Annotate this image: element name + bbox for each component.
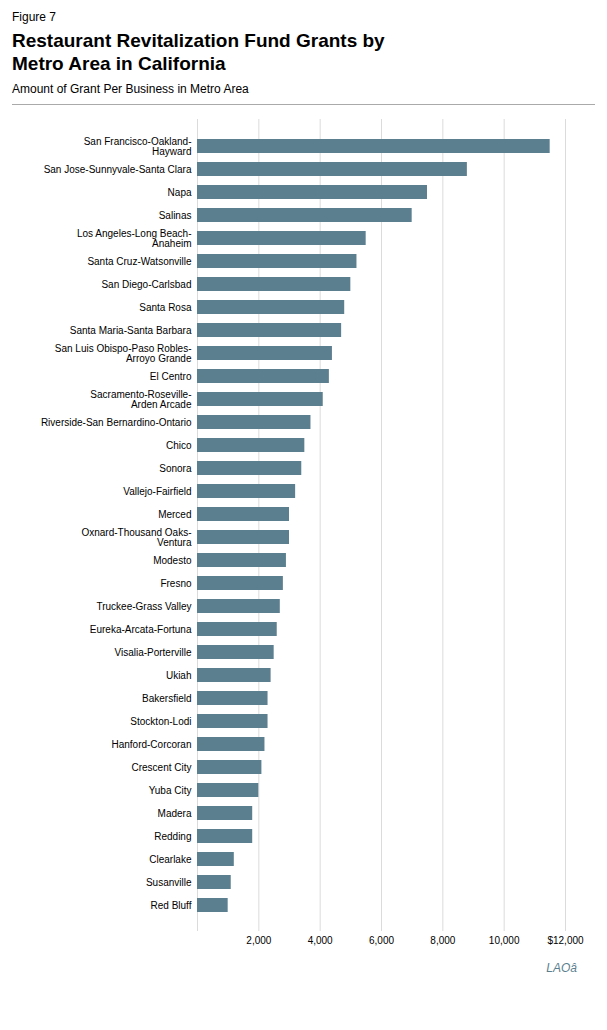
svg-text:Sonora: Sonora [159,462,192,473]
svg-text:8,000: 8,000 [430,934,455,945]
svg-text:Napa: Napa [168,186,192,197]
svg-text:Ukiah: Ukiah [166,669,192,680]
svg-text:2,000: 2,000 [246,934,271,945]
html-text:Restaurant Revitalization Fund: Restaurant Revitalization Fund Grants by… [12,30,385,74]
svg-text:Merced: Merced [158,508,191,519]
svg-text:Chico: Chico [166,439,192,450]
html-text:LAOâ: LAOâ [546,960,577,975]
svg-text:Redding: Redding [154,830,191,841]
svg-text:Eureka-Arcata-Fortuna: Eureka-Arcata-Fortuna [90,623,192,634]
svg-text:Santa Cruz-Watsonville: Santa Cruz-Watsonville [87,255,192,266]
svg-text:Bakersfield: Bakersfield [142,692,191,703]
svg-text:6,000: 6,000 [369,934,394,945]
svg-text:$12,000: $12,000 [547,934,584,945]
svg-text:Salinas: Salinas [159,209,192,220]
svg-text:Santa Maria-Santa Barbara: Santa Maria-Santa Barbara [70,324,192,335]
svg-text:Riverside-San Bernardino-Ontar: Riverside-San Bernardino-Ontario [41,416,192,427]
svg-text:Red Bluff: Red Bluff [151,899,192,910]
svg-text:San Diego-Carlsbad: San Diego-Carlsbad [101,278,191,289]
svg-text:El Centro: El Centro [150,370,192,381]
svg-text:San Jose-Sunnyvale-Santa Clara: San Jose-Sunnyvale-Santa Clara [44,163,192,174]
html-text:Figure 7: Figure 7 [12,10,56,24]
svg-text:Visalia-Porterville: Visalia-Porterville [114,646,192,657]
svg-text:Susanville: Susanville [146,876,192,887]
svg-text:Vallejo-Fairfield: Vallejo-Fairfield [123,485,191,496]
svg-text:Los Angeles-Long Beach-Anaheim: Los Angeles-Long Beach-Anaheim [77,227,192,248]
svg-text:San Francisco-Oakland-Hayward: San Francisco-Oakland-Hayward [84,135,192,156]
svg-text:Crescent City: Crescent City [131,761,191,772]
svg-text:Fresno: Fresno [160,577,192,588]
html-text:Amount of Grant Per Business i: Amount of Grant Per Business in Metro Ar… [12,81,249,96]
svg-text:10,000: 10,000 [489,934,520,945]
svg-text:Santa Rosa: Santa Rosa [139,301,192,312]
svg-text:4,000: 4,000 [308,934,333,945]
svg-text:Hanford-Corcoran: Hanford-Corcoran [111,738,191,749]
svg-text:Yuba City: Yuba City [149,784,192,795]
svg-text:Clearlake: Clearlake [149,853,192,864]
svg-text:Sacramento-Roseville-Arden Arc: Sacramento-Roseville-Arden Arcade [90,388,192,409]
svg-text:Oxnard-Thousand Oaks-Ventura: Oxnard-Thousand Oaks-Ventura [81,526,191,547]
svg-text:Madera: Madera [158,807,192,818]
svg-text:San Luis Obispo-Paso Robles-Ar: San Luis Obispo-Paso Robles-Arroyo Grand… [55,342,192,363]
svg-text:Modesto: Modesto [153,554,192,565]
svg-text:Stockton-Lodi: Stockton-Lodi [130,715,191,726]
svg-text:Truckee-Grass Valley: Truckee-Grass Valley [96,600,191,611]
